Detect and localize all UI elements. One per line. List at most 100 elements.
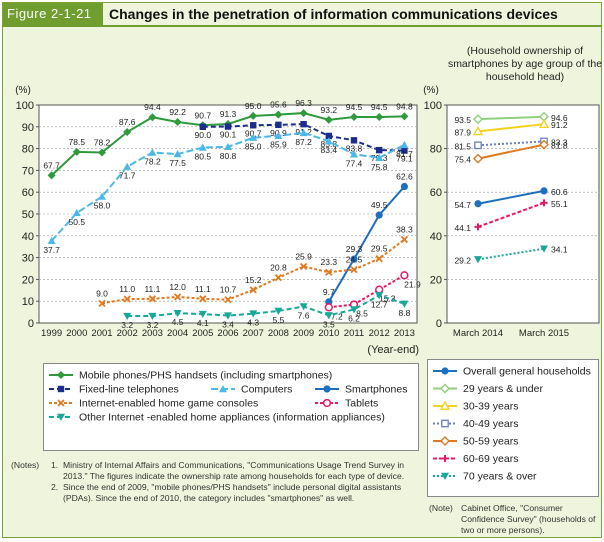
main-data-label: 11.1 <box>195 284 211 294</box>
main-data-label: 15.2 <box>245 275 262 285</box>
main-data-point <box>98 192 106 200</box>
main-data-point <box>274 131 283 139</box>
main-y-tick-label: 10 <box>22 296 34 308</box>
main-data-point <box>375 285 384 294</box>
age-data-point <box>473 114 483 125</box>
legend-right-item-label: 40-49 years <box>463 418 518 430</box>
main-y-tick-label: 100 <box>16 100 34 112</box>
main-y-tick-label: 50 <box>22 209 34 221</box>
main-data-point <box>299 128 308 137</box>
legend-item-game-consoles-swatch-marker <box>57 399 65 407</box>
main-data-point <box>173 309 182 318</box>
age-data-label: 44.1 <box>454 223 471 233</box>
age-data-label: 83.3 <box>551 137 568 147</box>
main-data-label: 7.6 <box>298 310 310 320</box>
main-data-label: 58.0 <box>94 201 111 211</box>
main-data-point <box>325 268 333 276</box>
main-data-label: 94.5 <box>346 102 363 112</box>
main-data-point <box>400 112 409 121</box>
main-series-line <box>127 294 405 318</box>
age-data-point <box>539 139 549 150</box>
legend-right-item-label: 70 years & over <box>463 471 537 483</box>
main-x-tick-label: 2010 <box>318 328 339 339</box>
main-data-point <box>173 118 182 127</box>
title-divider <box>3 25 601 27</box>
legend-right-item-swatch-marker <box>441 367 449 375</box>
main-data-point <box>400 235 409 244</box>
age-series-line <box>477 123 545 133</box>
main-data-point <box>250 122 257 129</box>
main-data-point <box>400 300 409 308</box>
main-data-label: 93.2 <box>321 105 338 115</box>
main-data-point <box>123 128 132 137</box>
note-1-number: 1. <box>51 460 59 470</box>
main-data-label: 91.3 <box>220 109 237 119</box>
age-data-point <box>474 223 482 231</box>
main-data-label: 92.2 <box>169 107 186 117</box>
main-data-label: 80.8 <box>220 151 237 161</box>
main-y-tick-label: 20 <box>22 274 34 286</box>
legend-right-item-label: Overall general households <box>463 366 591 378</box>
age-data-point <box>540 245 548 253</box>
main-data-point <box>376 146 383 154</box>
main-data-point <box>198 310 207 319</box>
notes-block: (Notes) 1. Ministry of Internal Affairs … <box>11 460 419 504</box>
main-data-point <box>199 295 207 303</box>
main-data-label: 9.7 <box>323 287 335 297</box>
legend-item-smartphones-swatch-marker <box>323 385 331 393</box>
main-data-label: 87.6 <box>119 117 136 127</box>
main-data-point <box>324 115 333 124</box>
main-series-line <box>328 274 405 309</box>
main-data-point <box>299 109 308 118</box>
main-data-label: 8.5 <box>356 308 368 318</box>
age-y-tick-label: 0 <box>436 318 442 330</box>
main-data-point <box>224 312 232 320</box>
legend-item-appliances-swatch-marker <box>57 413 65 421</box>
main-data-point <box>400 182 408 191</box>
main-y-tick-label: 30 <box>22 253 34 265</box>
main-data-label: 9.0 <box>96 288 108 298</box>
main-data-label: 78.5 <box>69 137 86 147</box>
age-plot-area <box>446 104 600 324</box>
main-data-label: 23.3 <box>321 257 338 267</box>
main-data-point <box>249 133 258 141</box>
right-note-label: (Note) <box>429 503 453 513</box>
age-series-line <box>477 189 545 205</box>
main-data-label: 90.0 <box>195 130 212 140</box>
main-data-point <box>224 142 232 151</box>
main-data-label: 38.3 <box>396 225 413 235</box>
main-data-point <box>350 150 358 158</box>
age-data-label: 81.8 <box>551 141 568 151</box>
notes-label: (Notes) <box>11 460 40 470</box>
main-x-axis-label: (Year-end) <box>367 344 419 356</box>
main-data-label: 85.9 <box>270 140 287 150</box>
main-data-point <box>148 312 157 321</box>
age-data-label: 93.5 <box>454 115 471 125</box>
main-data-point <box>350 255 358 263</box>
legend-item-tablets-label: Tablets <box>345 398 378 410</box>
main-data-label: 67.7 <box>43 160 60 170</box>
main-data-point <box>300 120 307 128</box>
main-data-point <box>123 162 132 170</box>
main-x-tick-label: 2007 <box>243 328 264 339</box>
legend-item-mobile-swatch-marker <box>57 371 65 379</box>
age-data-label: 55.1 <box>551 199 568 209</box>
main-data-label: 29.5 <box>371 244 388 254</box>
age-data-point <box>540 199 548 207</box>
main-data-point <box>47 171 56 180</box>
legend-right-item-swatch-marker <box>440 436 450 446</box>
main-data-point <box>375 255 383 263</box>
main-x-tick-label: 2013 <box>394 328 415 339</box>
right-note-text: Cabinet Office, "Consumer Confidence Sur… <box>461 503 596 535</box>
main-data-label: 49.5 <box>371 200 388 210</box>
main-data-label: 87.2 <box>295 137 312 147</box>
main-data-point <box>350 112 358 121</box>
main-data-label: 80.5 <box>195 152 212 162</box>
main-y-tick-label: 80 <box>22 144 34 156</box>
age-data-label: 87.9 <box>454 127 471 137</box>
main-y-tick-label: 70 <box>22 165 34 177</box>
age-y-tick-label: 40 <box>430 231 442 243</box>
age-data-point <box>472 126 484 136</box>
age-series-line <box>477 247 545 261</box>
main-data-point <box>72 147 81 156</box>
